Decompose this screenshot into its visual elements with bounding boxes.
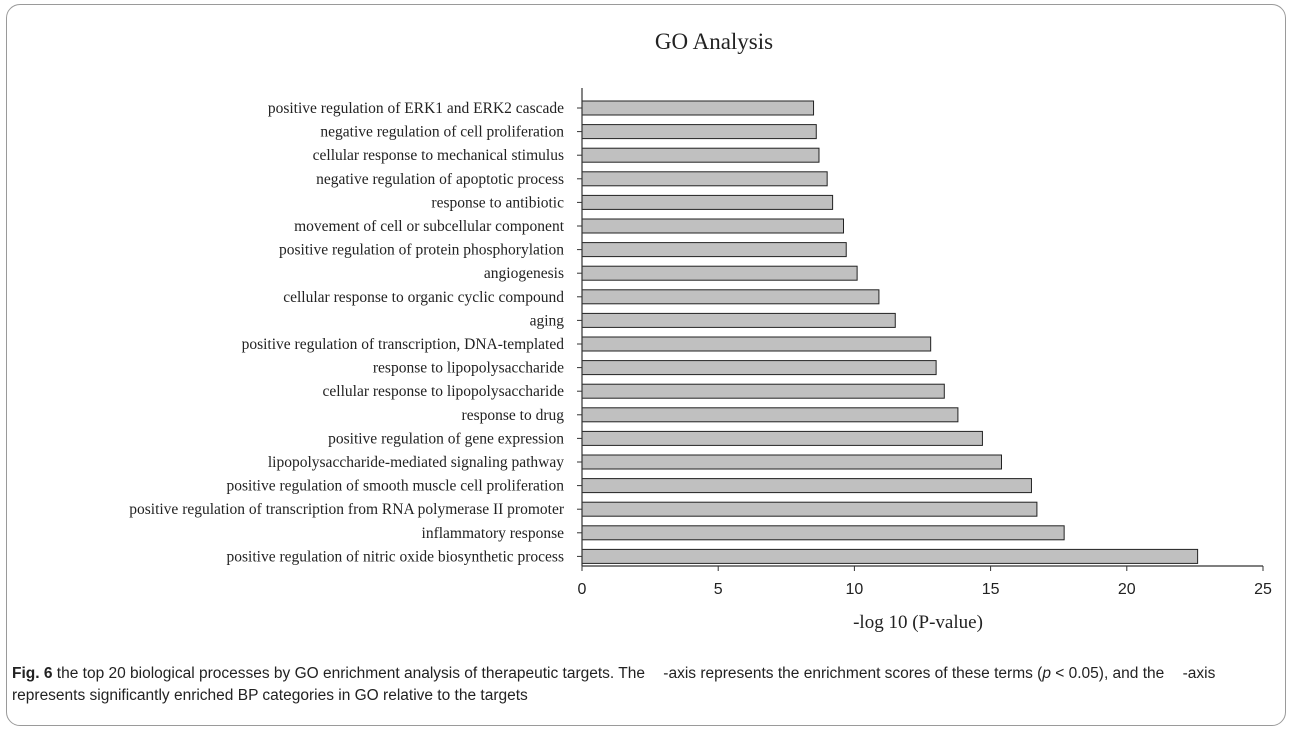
category-label: lipopolysaccharide-mediated signaling pa… — [268, 454, 564, 471]
x-tick-label: 10 — [846, 581, 864, 598]
bar — [581, 525, 1065, 541]
category-label: cellular response to organic cyclic comp… — [283, 289, 564, 306]
bar — [581, 265, 858, 281]
category-label: aging — [530, 312, 565, 329]
category-label: cellular response to lipopolysaccharide — [323, 383, 565, 400]
bar — [581, 289, 880, 305]
bar — [581, 383, 945, 399]
category-label: negative regulation of apoptotic process — [316, 171, 564, 188]
bar — [581, 100, 815, 116]
bar — [581, 171, 828, 187]
caption-p-symbol: p — [1042, 665, 1051, 682]
category-label: inflammatory response — [422, 525, 565, 542]
bar — [581, 478, 1032, 494]
bar — [581, 360, 937, 376]
caption-part1: the top 20 biological processes by GO en… — [52, 665, 650, 682]
figure-caption: Fig. 6 the top 20 biological processes b… — [12, 663, 1280, 707]
bar — [581, 430, 983, 446]
category-label: positive regulation of transcription fro… — [129, 501, 565, 518]
category-label: response to lipopolysaccharide — [373, 360, 564, 377]
category-label: positive regulation of nitric oxide bios… — [227, 548, 564, 565]
bar — [581, 501, 1038, 517]
bar — [581, 147, 820, 163]
x-tick-label: 0 — [578, 581, 587, 598]
bar — [581, 218, 845, 234]
bar — [581, 454, 1002, 470]
caption-fig-label: Fig. 6 — [12, 665, 53, 682]
bar — [581, 312, 896, 328]
bar — [581, 407, 959, 423]
x-tick-label: 5 — [714, 581, 723, 598]
category-label: response to drug — [462, 407, 565, 424]
chart-title: GO Analysis — [655, 29, 773, 54]
category-label: positive regulation of transcription, DN… — [242, 336, 565, 353]
caption-part4: -axis represents significantly enriched … — [12, 665, 1216, 704]
caption-part3: < 0.05), and the — [1050, 665, 1169, 682]
caption-part2: -axis represents the enrichment scores o… — [663, 665, 1043, 682]
category-label: negative regulation of cell proliferatio… — [320, 124, 564, 141]
category-label: angiogenesis — [484, 265, 564, 282]
x-axis-title: -log 10 (P-value) — [853, 612, 983, 633]
category-label: positive regulation of smooth muscle cel… — [227, 478, 565, 495]
bar — [581, 194, 834, 210]
go-bar-chart: GO Analysis positive regulation of ERK1 … — [129, 29, 1272, 633]
bar — [581, 242, 847, 258]
category-label: positive regulation of protein phosphory… — [279, 242, 564, 259]
bar — [581, 124, 817, 140]
bar — [581, 548, 1199, 564]
x-tick-label: 15 — [982, 581, 1000, 598]
x-tick-label: 25 — [1254, 581, 1272, 598]
category-label: positive regulation of ERK1 and ERK2 cas… — [268, 100, 564, 117]
category-label: response to antibiotic — [431, 194, 564, 211]
bar — [581, 336, 932, 352]
category-label: cellular response to mechanical stimulus — [313, 147, 564, 164]
x-tick-label: 20 — [1118, 581, 1136, 598]
category-label: positive regulation of gene expression — [328, 430, 564, 447]
category-label: movement of cell or subcellular componen… — [294, 218, 565, 235]
